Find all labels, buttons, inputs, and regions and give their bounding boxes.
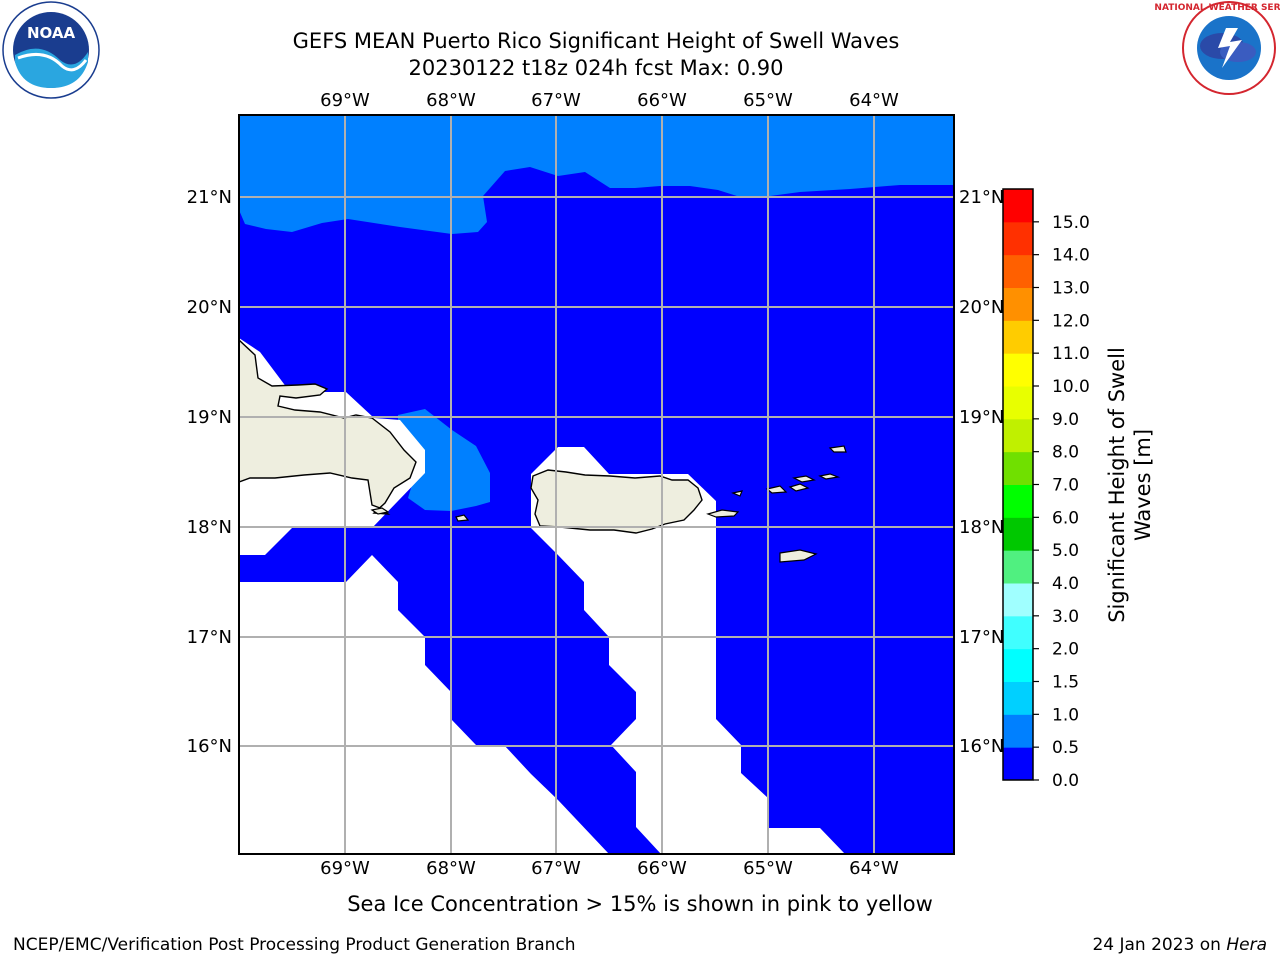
lon-tick-label-bottom: 65°W <box>743 858 793 879</box>
lat-tick-label-left: 16°N <box>187 736 232 757</box>
colorbar-label-line1: Significant Height of Swell <box>1105 347 1129 623</box>
footer-date: 24 Jan 2023 on <box>1092 935 1226 955</box>
colorbar-tick-label: 5.0 <box>1052 541 1079 561</box>
colorbar-tick-label: 9.0 <box>1052 410 1079 430</box>
graticule <box>239 115 954 854</box>
lon-tick-label-bottom: 66°W <box>637 858 687 879</box>
map-title: GEFS MEAN Puerto Rico Significant Height… <box>293 29 900 53</box>
footer-machine: Hera <box>1226 935 1267 955</box>
swell-region-low <box>239 115 954 854</box>
colorbar-segment <box>1003 714 1033 748</box>
lon-tick-label-bottom: 67°W <box>531 858 581 879</box>
colorbar-segment <box>1003 254 1033 288</box>
lon-tick-label-top: 69°W <box>320 90 370 111</box>
lat-tick-label-right: 16°N <box>959 736 1004 757</box>
colorbar: 0.0 0.5 1.0 1.5 2.0 3.0 4.0 5.0 6.0 7.0 8.0 9.0 10.0… <box>1002 188 1090 791</box>
lat-labels-left: 21°N 20°N 19°N 18°N 17°N 16°N <box>187 187 232 757</box>
nws-logo: NATIONAL WEATHER SERVICE <box>1154 1 1280 95</box>
colorbar-segment <box>1003 418 1033 453</box>
colorbar-segment <box>1003 583 1033 617</box>
colorbar-tick-label: 3.0 <box>1052 607 1079 627</box>
colorbar-tick-label: 1.0 <box>1052 705 1079 725</box>
lat-tick-label-left: 19°N <box>187 407 232 428</box>
noaa-logo-text: NOAA <box>27 24 76 42</box>
lon-tick-label-top: 64°W <box>849 90 899 111</box>
colorbar-tick-label: 1.5 <box>1052 673 1079 693</box>
nws-logo-text: NATIONAL WEATHER SERVICE <box>1154 3 1280 13</box>
colorbar-segment <box>1003 747 1033 781</box>
colorbar-segment <box>1003 320 1033 354</box>
lat-tick-label-left: 17°N <box>187 627 232 648</box>
swell-region-north <box>239 115 954 234</box>
colorbar-tick-label: 15.0 <box>1052 213 1090 233</box>
lon-tick-label-top: 66°W <box>637 90 687 111</box>
lat-tick-label-left: 18°N <box>187 517 232 538</box>
colorbar-segment <box>1003 221 1033 256</box>
colorbar-tick-label: 6.0 <box>1052 508 1079 528</box>
lat-tick-label-right: 20°N <box>959 297 1004 318</box>
colorbar-segment <box>1003 189 1033 223</box>
colorbar-tick-label: 4.0 <box>1052 574 1079 594</box>
colorbar-segment <box>1003 451 1033 485</box>
colorbar-tick-label: 7.0 <box>1052 476 1079 496</box>
lon-tick-label-top: 68°W <box>426 90 476 111</box>
map-frame <box>238 114 955 855</box>
noaa-logo: NOAA <box>2 1 100 99</box>
lon-tick-label-top: 65°W <box>743 90 793 111</box>
lat-tick-label-right: 17°N <box>959 627 1004 648</box>
lon-tick-label-bottom: 69°W <box>320 858 370 879</box>
swell-region-mona <box>398 409 490 511</box>
colorbar-tick-label: 0.0 <box>1052 771 1079 791</box>
lat-labels-right: 21°N 20°N 19°N 18°N 17°N 16°N <box>959 187 1004 757</box>
lat-tick-label-left: 20°N <box>187 297 232 318</box>
colorbar-tick-label: 13.0 <box>1052 279 1090 299</box>
map-subtitle: 20230122 t18z 024h fcst Max: 0.90 <box>409 56 784 80</box>
colorbar-segment <box>1003 386 1033 420</box>
colorbar-label: Significant Height of Swell Waves [m] <box>1105 347 1155 623</box>
colorbar-tick-label: 12.0 <box>1052 311 1090 331</box>
colorbar-segment <box>1003 287 1033 321</box>
colorbar-tick-label: 10.0 <box>1052 377 1090 397</box>
colorbar-label-line2: Waves [m] <box>1131 429 1155 541</box>
lat-tick-label-left: 21°N <box>187 187 232 208</box>
colorbar-segment <box>1003 550 1033 584</box>
colorbar-tick-label: 0.5 <box>1052 738 1079 758</box>
lat-tick-label-right: 18°N <box>959 517 1004 538</box>
puerto-rico-land <box>530 469 703 534</box>
lon-labels-top: 69°W 68°W 67°W 66°W 65°W 64°W <box>320 90 899 111</box>
colorbar-segment <box>1003 681 1033 715</box>
hispaniola-land <box>239 339 417 515</box>
colorbar-tick-label: 14.0 <box>1052 246 1090 266</box>
colorbar-tick-label: 8.0 <box>1052 443 1079 463</box>
colorbar-segment <box>1003 517 1033 551</box>
footer-left: NCEP/EMC/Verification Post Processing Pr… <box>13 935 576 955</box>
lat-tick-label-right: 21°N <box>959 187 1004 208</box>
lon-tick-label-bottom: 68°W <box>426 858 476 879</box>
lon-tick-label-bottom: 64°W <box>849 858 899 879</box>
colorbar-tick-label: 2.0 <box>1052 640 1079 660</box>
map-area <box>239 115 954 854</box>
colorbar-tick-label: 11.0 <box>1052 344 1090 364</box>
lon-labels-bottom: 69°W 68°W 67°W 66°W 65°W 64°W <box>320 858 899 879</box>
footer-right: 24 Jan 2023 on Hera <box>1092 935 1267 955</box>
virgin-islands <box>370 445 847 563</box>
colorbar-segment <box>1003 648 1033 682</box>
colorbar-segment <box>1003 615 1033 650</box>
colorbar-segment <box>1003 484 1033 518</box>
lat-tick-label-right: 19°N <box>959 407 1004 428</box>
colorbar-segment <box>1003 353 1033 387</box>
lon-tick-label-top: 67°W <box>531 90 581 111</box>
sea-ice-note: Sea Ice Concentration > 15% is shown in … <box>347 892 933 916</box>
